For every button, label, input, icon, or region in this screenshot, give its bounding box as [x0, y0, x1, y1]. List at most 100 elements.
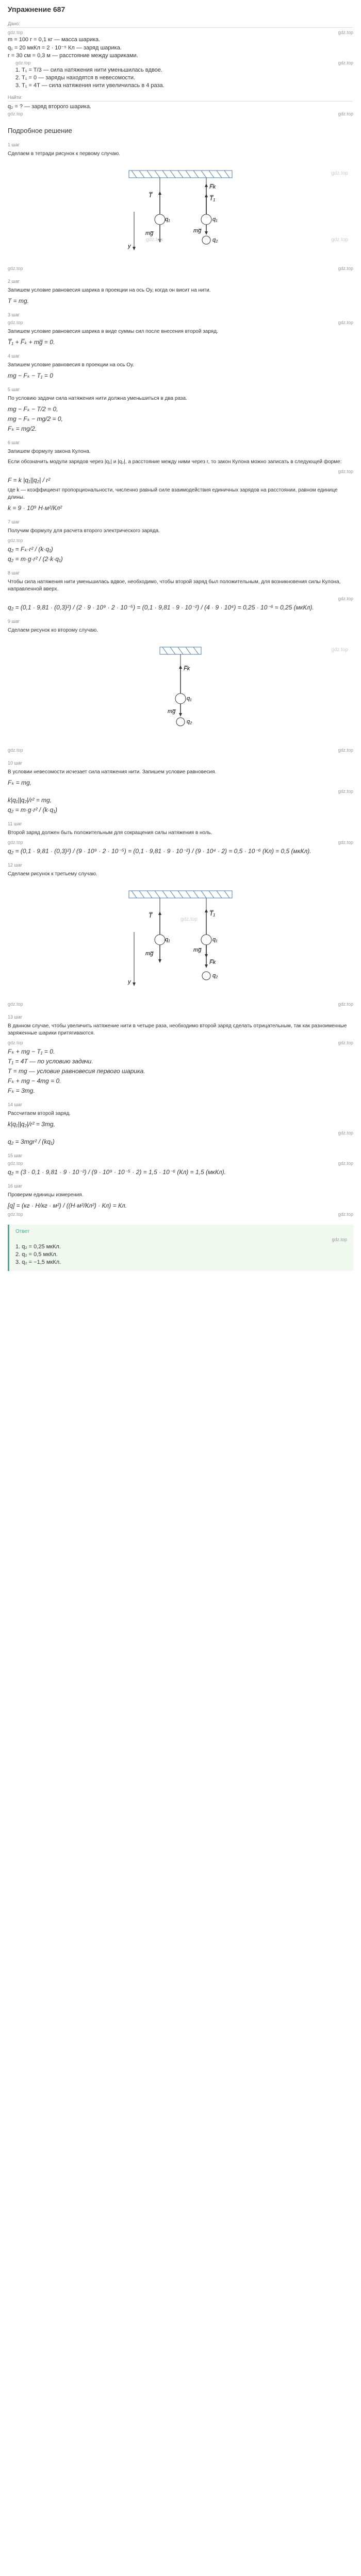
step-number: 15 шаг: [8, 1153, 353, 1158]
step-text: Чтобы сила натяжения нити уменьшилась вд…: [8, 579, 353, 593]
step-number: 10 шаг: [8, 760, 353, 766]
step-text: По условию задачи сила натяжения нити до…: [8, 395, 353, 402]
svg-text:T̅: T̅: [149, 192, 153, 199]
svg-text:F̅k: F̅k: [209, 184, 216, 190]
watermark: gdz.top: [8, 266, 23, 271]
given-enum: 2. T₁ = 0 — заряды находятся в невесомос…: [15, 75, 353, 81]
step-text: В данном случае, чтобы увеличить натяжен…: [8, 1023, 353, 1037]
svg-text:F̅k: F̅k: [184, 666, 190, 672]
step-text: Запишем условие равновесия шарика в виде…: [8, 328, 353, 335]
step-text: Получим формулу для расчета второго элек…: [8, 528, 353, 535]
diagram-3: q₁ T̅ mg̅ y q₁ q₂ T̅₁ mg̅ F̅k: [113, 886, 248, 994]
step-number: 7 шаг: [8, 519, 353, 524]
step-text: В условии невесомости исчезает сила натя…: [8, 769, 353, 776]
step-number: 9 шаг: [8, 619, 353, 624]
step-number: 4 шаг: [8, 353, 353, 359]
watermark: gdz.top: [338, 1212, 353, 1217]
svg-text:y: y: [127, 979, 132, 985]
step-text: Сделаем в тетради рисунок к первому случ…: [8, 150, 353, 158]
step-number: 6 шаг: [8, 440, 353, 445]
watermark: gdz.top: [8, 111, 23, 116]
watermark: gdz.top: [8, 1212, 23, 1217]
step-text: где k — коэффициент пропорциональности, …: [8, 487, 353, 501]
svg-text:mg̅: mg̅: [193, 228, 202, 234]
formula: F = k |q₁||q₂| / r²: [8, 477, 353, 484]
step-number: 11 шаг: [8, 821, 353, 826]
step-text: Сделаем рисунок ко второму случаю.: [8, 627, 353, 634]
step-text: Запишем формулу закона Кулона.: [8, 448, 353, 455]
answer-item: 3. q₂ = −1,5 мкКл.: [15, 1259, 347, 1265]
formula: mg − Fₖ − mg/2 = 0,: [8, 415, 353, 422]
watermark: gdz.top: [338, 1040, 353, 1045]
formula: q₂ = (0,1 · 9,81 · (0,3)²) / (2 · 9 · 10…: [8, 604, 353, 611]
watermark: gdz.top: [338, 1161, 353, 1166]
formula: Fₖ + mg − 4mg = 0.: [8, 1077, 353, 1084]
svg-text:T̅: T̅: [149, 912, 153, 919]
formula: Fₖ = 3mg.: [8, 1087, 353, 1094]
watermark: gdz.top: [338, 469, 353, 474]
svg-text:y: y: [127, 243, 132, 249]
find-text: q₂ = ? — заряд второго шарика.: [8, 104, 353, 110]
watermark: gdz.top: [15, 60, 31, 65]
formula: k|q₁||q₂|/r² = mg,: [8, 796, 353, 804]
watermark: gdz.top: [8, 1040, 23, 1045]
svg-text:q₁: q₁: [165, 937, 170, 943]
formula: [q] = (кг · Н/кг · м²) / ((Н·м²/Кл²) · К…: [8, 1202, 353, 1209]
formula: T₁ = 4T — по условию задачи.: [8, 1058, 353, 1065]
given-item: m = 100 г = 0,1 кг — масса шарика.: [8, 37, 353, 43]
watermark: gdz.top: [338, 320, 353, 325]
step-number: 16 шаг: [8, 1183, 353, 1189]
formula: mg − Fₖ − T/2 = 0,: [8, 405, 353, 413]
svg-text:q₁: q₁: [187, 696, 192, 702]
formula: Fₖ = mg/2.: [8, 425, 353, 432]
step-number: 12 шаг: [8, 862, 353, 868]
step-number: 14 шаг: [8, 1102, 353, 1107]
watermark: gdz.top: [8, 1161, 23, 1166]
given-label: Дано:: [8, 21, 353, 28]
step-text: Проверим единицы измерения.: [8, 1192, 353, 1199]
watermark: gdz.top: [8, 1002, 23, 1007]
svg-text:F̅k: F̅k: [209, 959, 216, 965]
formula: q₂ = m·g·r² / (2·k·q₁): [8, 555, 353, 563]
formula: T = mg.: [8, 297, 353, 304]
watermark: gdz.top: [338, 266, 353, 271]
step-text: Сделаем рисунок к третьему случаю.: [8, 871, 353, 878]
svg-text:T̅₁: T̅₁: [209, 910, 215, 917]
step-text: Второй заряд должен быть положительным д…: [8, 829, 353, 837]
svg-text:mg̅: mg̅: [145, 230, 154, 236]
svg-text:q₁: q₁: [212, 937, 218, 943]
watermark: gdz.top: [8, 840, 23, 845]
watermark: gdz.top: [338, 789, 353, 794]
step-text: Запишем условие равновесия шарика в прое…: [8, 287, 353, 294]
given-enum: 3. T₁ = 4T — сила натяжения нити увеличи…: [15, 82, 353, 89]
answer-item: 2. q₂ = 0,5 мкКл.: [15, 1251, 347, 1258]
watermark: gdz.top: [338, 30, 353, 35]
solution-title: Подробное решение: [8, 127, 353, 134]
formula: q₂ = Fₖ·r² / (k·q₁): [8, 546, 353, 553]
formula: q₂ = (3 · 0,1 · 9,81 · 9 · 10⁻²) / (9 · …: [8, 1168, 353, 1176]
step-number: 13 шаг: [8, 1014, 353, 1020]
formula: q₂ = (0,1 · 9,81 · (0,3)²) / (9 · 10⁹ · …: [8, 848, 353, 855]
svg-text:q₂: q₂: [212, 237, 218, 243]
diagram-2: q₁ q₂ F̅k mg̅: [144, 642, 217, 740]
svg-text:q₁: q₁: [212, 216, 218, 223]
svg-text:mg̅: mg̅: [193, 947, 202, 953]
svg-text:q₂: q₂: [212, 973, 218, 979]
diagram-1: q₁ T̅ mg̅ y q₁ q₂ T̅₁ F̅k: [113, 165, 248, 258]
formula: Fₖ + mg − T₁ = 0.: [8, 1048, 353, 1055]
step-text: Рассчитаем второй заряд.: [8, 1110, 353, 1117]
step-number: 3 шаг: [8, 312, 353, 317]
watermark: gdz.top: [338, 748, 353, 753]
step-number: 2 шаг: [8, 279, 353, 284]
step-number: 1 шаг: [8, 142, 353, 147]
watermark: gdz.top: [338, 596, 353, 601]
svg-text:T̅₁: T̅₁: [209, 195, 215, 202]
given-item: q₁ = 20 мкКл = 2 · 10⁻⁵ Кл — заряд шарик…: [8, 44, 353, 51]
watermark: gdz.top: [338, 1130, 353, 1136]
watermark: gdz.top: [338, 840, 353, 845]
exercise-title: Упражнение 687: [8, 5, 353, 13]
watermark: gdz.top: [8, 30, 23, 35]
formula: T̅₁ + F̅ₖ + mg̅ = 0.: [8, 338, 353, 346]
answer-item: 1. q₂ = 0,25 мкКл.: [15, 1244, 347, 1250]
watermark: gdz.top: [8, 320, 23, 325]
